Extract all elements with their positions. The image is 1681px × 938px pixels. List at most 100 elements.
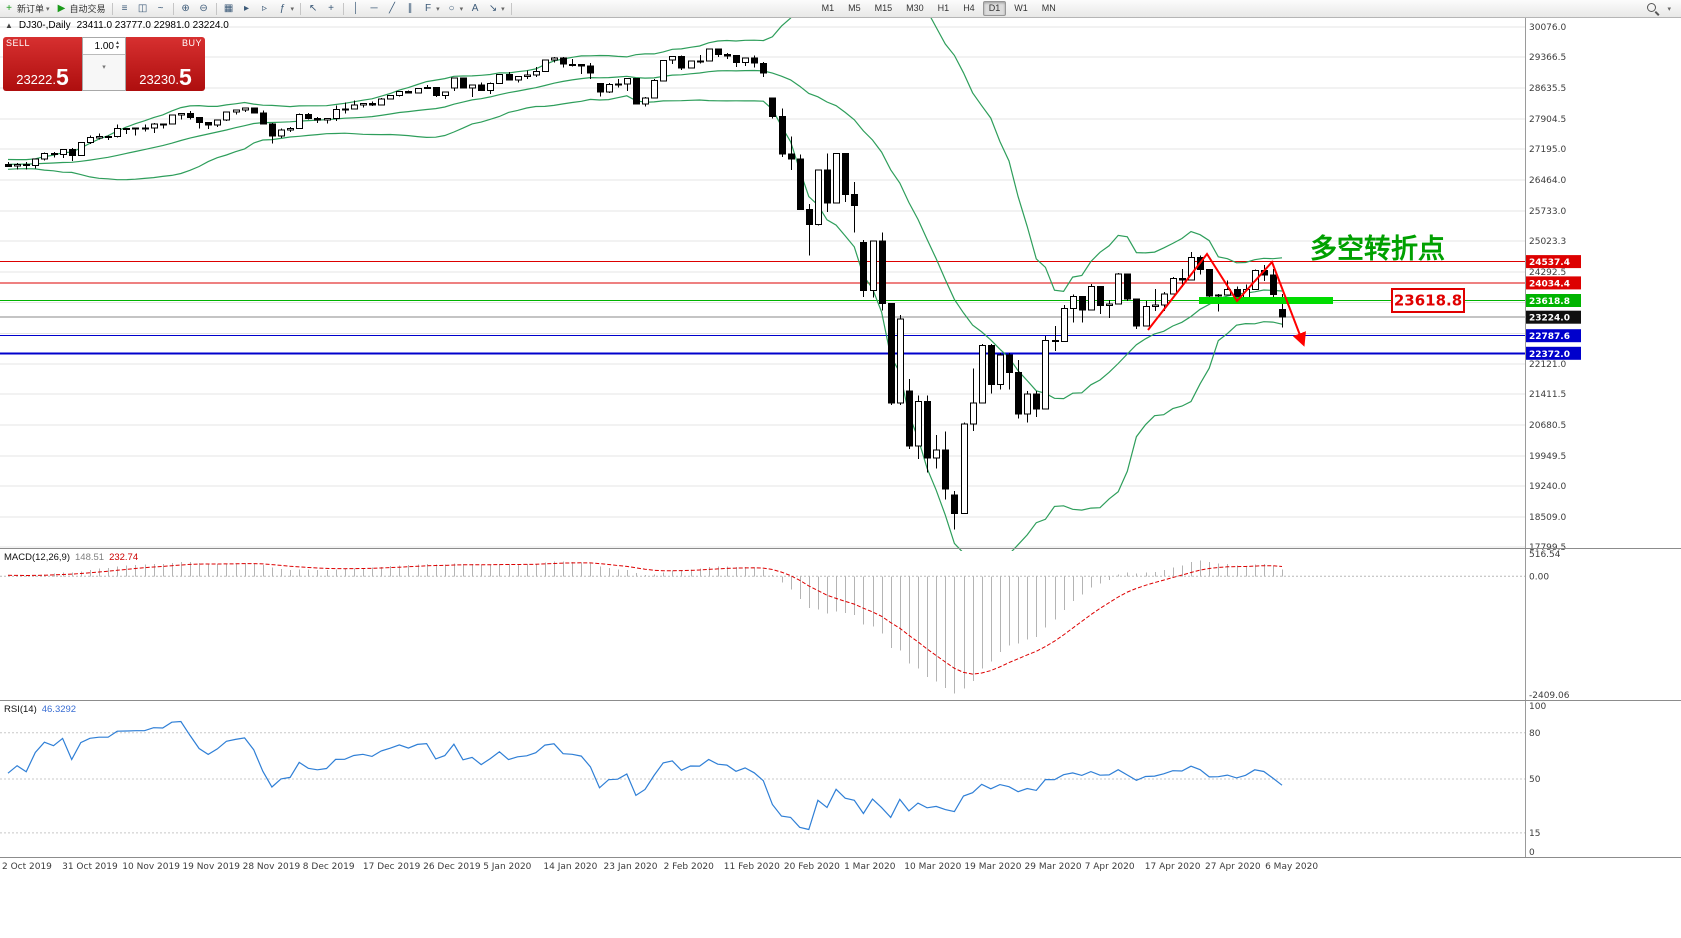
toolbar-separator: [300, 2, 302, 15]
timeframe-m5-button[interactable]: M5: [848, 3, 861, 13]
sell-button[interactable]: SELL 23222. 5: [3, 37, 82, 91]
lot-spinner[interactable]: ▴ ▾: [115, 40, 120, 51]
svg-text:22121.0: 22121.0: [1529, 360, 1566, 370]
fibonacci-button[interactable]: F ▾: [419, 1, 443, 16]
svg-text:22372.0: 22372.0: [1529, 350, 1570, 360]
channel-icon: ∥: [407, 2, 413, 14]
new-order-icon: +: [6, 2, 12, 14]
svg-text:6 May 2020: 6 May 2020: [1265, 862, 1318, 872]
svg-text:50: 50: [1529, 775, 1541, 785]
bar-chart-button[interactable]: ≡: [116, 1, 134, 16]
svg-text:17 Apr 2020: 17 Apr 2020: [1145, 862, 1201, 872]
rsi-value: 46.3292: [41, 704, 77, 715]
trend-zigzag-arrow[interactable]: [1147, 252, 1306, 347]
toolbar-overflow-dropdown-icon[interactable]: ▾: [1667, 5, 1671, 13]
trendline-button[interactable]: ╱: [383, 1, 401, 16]
channel-button[interactable]: ∥: [401, 1, 419, 16]
svg-text:2 Oct 2019: 2 Oct 2019: [2, 862, 52, 872]
macd-panel: 516.54 0.00 -2409.06: [0, 550, 1570, 701]
bollinger-middle-band: [7, 69, 1283, 400]
timeframe-h1-button[interactable]: H1: [937, 3, 950, 13]
fibonacci-button-dropdown-icon[interactable]: ▾: [436, 5, 440, 13]
time-axis: 2 Oct 2019 31 Oct 2019 10 Nov 2019 19 Nov 2…: [2, 862, 1318, 872]
lot-increase-icon[interactable]: ▴: [116, 40, 120, 46]
support-zone-band[interactable]: [1199, 297, 1333, 304]
crosshair-icon: +: [328, 2, 334, 14]
one-click-collapse-icon[interactable]: ▲: [5, 21, 13, 30]
indicators-button[interactable]: ƒ ▾: [274, 1, 298, 16]
svg-text:28635.5: 28635.5: [1529, 84, 1566, 94]
timeframe-toolbar: M1 M5 M15 M30 H1 H4 D1 W1 MN: [815, 1, 1063, 16]
svg-text:10 Nov 2019: 10 Nov 2019: [122, 862, 180, 872]
lot-size-field: ▴▾ ▾: [82, 37, 126, 91]
svg-text:27195.0: 27195.0: [1529, 145, 1566, 155]
macd-main-value: 148.51: [75, 552, 105, 563]
macd-signal-line: [7, 562, 1283, 675]
sell-label: SELL: [6, 38, 31, 48]
svg-text:17 Dec 2019: 17 Dec 2019: [363, 862, 421, 872]
auto-trading-button[interactable]: ▶ 自动交易: [53, 1, 109, 16]
lot-decrease-icon[interactable]: ▾: [116, 45, 120, 51]
search-icon[interactable]: [1647, 2, 1659, 15]
chart-shift-icon: ▹: [262, 2, 268, 14]
svg-text:24537.4: 24537.4: [1529, 258, 1570, 268]
chart-shift-button[interactable]: ▹: [256, 1, 274, 16]
vertical-line-button[interactable]: │: [347, 1, 365, 16]
text-label-button[interactable]: A: [466, 1, 484, 16]
cursor-button[interactable]: ↖: [304, 1, 322, 16]
toolbar-separator: [215, 2, 217, 15]
timeframe-d1-button[interactable]: D1: [982, 1, 1007, 16]
indicators-icon: ƒ: [279, 2, 286, 14]
turning-point-annotation[interactable]: 多空转折点: [1310, 233, 1445, 265]
toolbar: + 新订单 ▾ ▶ 自动交易 ≡ ◫ ~ ⊕ ⊖ ▦ ▸ ▹ ƒ ▾ ↖ + │ ─ ╱ ∥ F ▾ ○ ▾ A ↘ ▾ M1 M5 M1…: [0, 0, 1681, 18]
horizontal-level-lines[interactable]: [0, 261, 1525, 355]
timeframe-m30-button[interactable]: M30: [906, 3, 924, 13]
svg-text:19 Mar 2020: 19 Mar 2020: [964, 862, 1021, 872]
rsi-name: RSI(14): [4, 704, 37, 715]
arrows-button-dropdown-icon[interactable]: ▾: [501, 5, 505, 13]
arrows-button[interactable]: ↘ ▾: [484, 1, 508, 16]
svg-text:20 Feb 2020: 20 Feb 2020: [784, 862, 840, 872]
svg-text:100: 100: [1529, 702, 1546, 712]
toolbar-separator: [510, 2, 512, 15]
svg-text:2 Feb 2020: 2 Feb 2020: [664, 862, 715, 872]
shapes-button-dropdown-icon[interactable]: ▾: [459, 5, 464, 13]
svg-text:23 Jan 2020: 23 Jan 2020: [604, 862, 658, 872]
svg-text:20680.5: 20680.5: [1529, 421, 1566, 431]
crosshair-button[interactable]: +: [322, 1, 340, 16]
horizontal-line-icon: ─: [370, 2, 378, 14]
buy-button[interactable]: BUY 23230. 5: [126, 37, 205, 91]
line-chart-icon: ~: [157, 2, 164, 14]
timeframe-h4-button[interactable]: H4: [963, 3, 975, 13]
vertical-line-icon: │: [352, 2, 360, 14]
timeframe-w1-button[interactable]: W1: [1014, 3, 1028, 13]
new-order-button-dropdown-icon[interactable]: ▾: [46, 5, 50, 13]
chart-ohlc-values: 23411.0 23777.0 22981.0 23224.0: [76, 20, 229, 31]
indicators-button-dropdown-icon[interactable]: ▾: [290, 5, 295, 13]
new-order-button[interactable]: + 新订单 ▾: [0, 1, 53, 16]
timeframe-m1-button[interactable]: M1: [821, 3, 835, 13]
zoom-out-button[interactable]: ⊖: [195, 1, 213, 16]
line-chart-button[interactable]: ~: [152, 1, 170, 16]
price-callout-text: 23618.8: [1394, 292, 1462, 310]
svg-text:5 Jan 2020: 5 Jan 2020: [483, 862, 531, 872]
tile-windows-button[interactable]: ▦: [220, 1, 238, 16]
zoom-out-icon: ⊖: [199, 2, 208, 14]
zoom-in-button[interactable]: ⊕: [177, 1, 195, 16]
horizontal-line-button[interactable]: ─: [365, 1, 383, 16]
candlestick-chart-button[interactable]: ◫: [134, 1, 152, 16]
svg-text:80: 80: [1529, 729, 1541, 739]
volume-dropdown-icon[interactable]: ▾: [102, 64, 106, 71]
svg-text:1 Mar 2020: 1 Mar 2020: [844, 862, 896, 872]
shapes-icon: ○: [448, 2, 455, 14]
timeframe-m15-button[interactable]: M15: [874, 3, 893, 13]
price-gridlines: [0, 26, 1525, 548]
auto-scroll-button[interactable]: ▸: [238, 1, 256, 16]
timeframe-mn-button[interactable]: MN: [1041, 3, 1056, 13]
shapes-button[interactable]: ○ ▾: [443, 1, 467, 16]
svg-text:21411.5: 21411.5: [1529, 390, 1566, 400]
lot-size-input[interactable]: [83, 40, 115, 52]
price-callout-box[interactable]: [1391, 288, 1465, 313]
svg-text:30076.0: 30076.0: [1529, 23, 1566, 33]
